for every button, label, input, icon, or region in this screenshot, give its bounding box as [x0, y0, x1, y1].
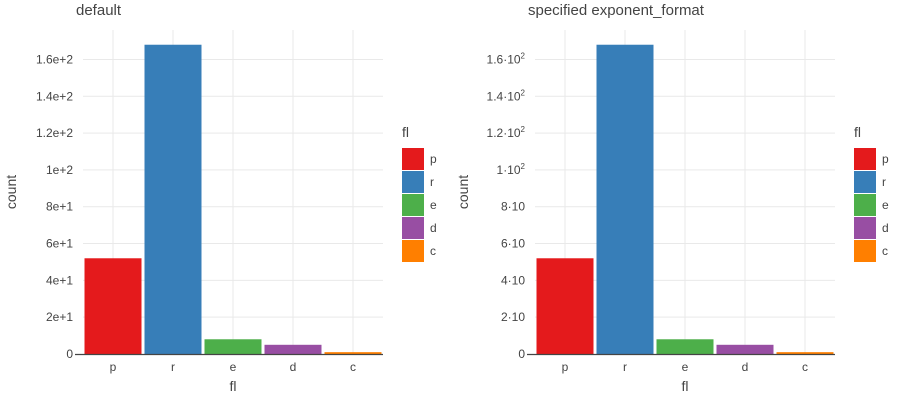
legend-swatch-d[interactable]: [854, 217, 876, 239]
x-tick-label: d: [742, 360, 749, 374]
legend-label-p: p: [882, 152, 889, 166]
legend-label-e: e: [882, 198, 889, 212]
x-tick-label: p: [562, 360, 569, 374]
x-tick-label: c: [802, 360, 808, 374]
y-tick-label: 8·10: [501, 200, 525, 214]
y-tick-label: 1.4·102: [487, 88, 526, 103]
bar-c[interactable]: [776, 352, 834, 354]
legend-swatch-p[interactable]: [854, 148, 876, 170]
y-tick-label: 0: [66, 347, 73, 361]
legend-swatch-c[interactable]: [402, 240, 424, 262]
x-tick-label: c: [350, 360, 356, 374]
bar-p[interactable]: [84, 258, 142, 354]
legend-label-d: d: [882, 221, 889, 235]
x-tick-label: p: [110, 360, 117, 374]
x-axis-title: fl: [682, 378, 689, 394]
y-tick-label: 4·10: [501, 273, 525, 287]
legend-swatch-e[interactable]: [402, 194, 424, 216]
y-tick-label: 1.4e+2: [36, 89, 73, 103]
legend-swatch-d[interactable]: [402, 217, 424, 239]
y-tick-label: 8e+1: [46, 200, 73, 214]
y-tick-label: 1.2e+2: [36, 126, 73, 140]
y-axis-title: count: [3, 175, 19, 209]
legend-label-r: r: [882, 175, 886, 189]
y-tick-label: 1e+2: [46, 163, 73, 177]
x-tick-label: e: [682, 360, 689, 374]
y-tick-label: 0: [518, 347, 525, 361]
legend-swatch-c[interactable]: [854, 240, 876, 262]
legend-label-r: r: [430, 175, 434, 189]
x-tick-label: r: [171, 360, 175, 374]
legend-swatch-r[interactable]: [854, 171, 876, 193]
bar-e[interactable]: [204, 339, 262, 354]
bar-r[interactable]: [596, 44, 654, 355]
y-tick-label: 1.6e+2: [36, 52, 73, 66]
legend-label-c: c: [882, 244, 888, 258]
y-tick-label: 6e+1: [46, 237, 73, 251]
legend-label-d: d: [430, 221, 437, 235]
bar-r[interactable]: [144, 44, 202, 355]
bar-d[interactable]: [264, 344, 322, 354]
legend-label-p: p: [430, 152, 437, 166]
bar-p[interactable]: [536, 258, 594, 354]
y-tick-label: 1.2·102: [487, 125, 526, 140]
chart-title: specified exponent_format: [528, 2, 704, 19]
legend-title: fl: [854, 124, 861, 140]
chart-panel-exponent-format: specified exponent_format 0 2·10 4·10 6·10 8…: [452, 0, 900, 400]
chart-panel-default: default 0 2e+1 4e+1 6e+1 8e+1 1e+2 1.2e+2 1.4e+…: [3, 2, 437, 394]
bar-chart-svg: 0 2e+1 4e+1 6e+1 8e+1 1e+2 1.2e+2 1.4e+2 1.6e+2 p…: [3, 30, 437, 394]
y-tick-label: 1.6·102: [487, 51, 526, 66]
y-axis-title: count: [455, 175, 471, 209]
y-tick-label: 4e+1: [46, 273, 73, 287]
y-tick-label: 1·102: [497, 162, 526, 177]
legend-title: fl: [402, 124, 409, 140]
legend-swatch-r[interactable]: [402, 171, 424, 193]
legend-swatch-p[interactable]: [402, 148, 424, 170]
bar-c[interactable]: [324, 352, 382, 354]
bar-d[interactable]: [716, 344, 774, 354]
legend-swatch-e[interactable]: [854, 194, 876, 216]
y-tick-label: 6·10: [501, 237, 525, 251]
chart-title: default: [76, 2, 122, 19]
x-tick-label: r: [623, 360, 627, 374]
legend-label-e: e: [430, 198, 437, 212]
bar-chart-svg: 0 2·10 4·10 6·10 8·10 1·102 1.2·102 1.4·102 1.6·…: [455, 30, 889, 394]
y-tick-label: 2·10: [501, 310, 525, 324]
y-tick-label: 2e+1: [46, 310, 73, 324]
x-tick-label: e: [230, 360, 237, 374]
x-axis-title: fl: [230, 378, 237, 394]
bar-e[interactable]: [656, 339, 714, 354]
x-tick-label: d: [290, 360, 297, 374]
legend-label-c: c: [430, 244, 436, 258]
